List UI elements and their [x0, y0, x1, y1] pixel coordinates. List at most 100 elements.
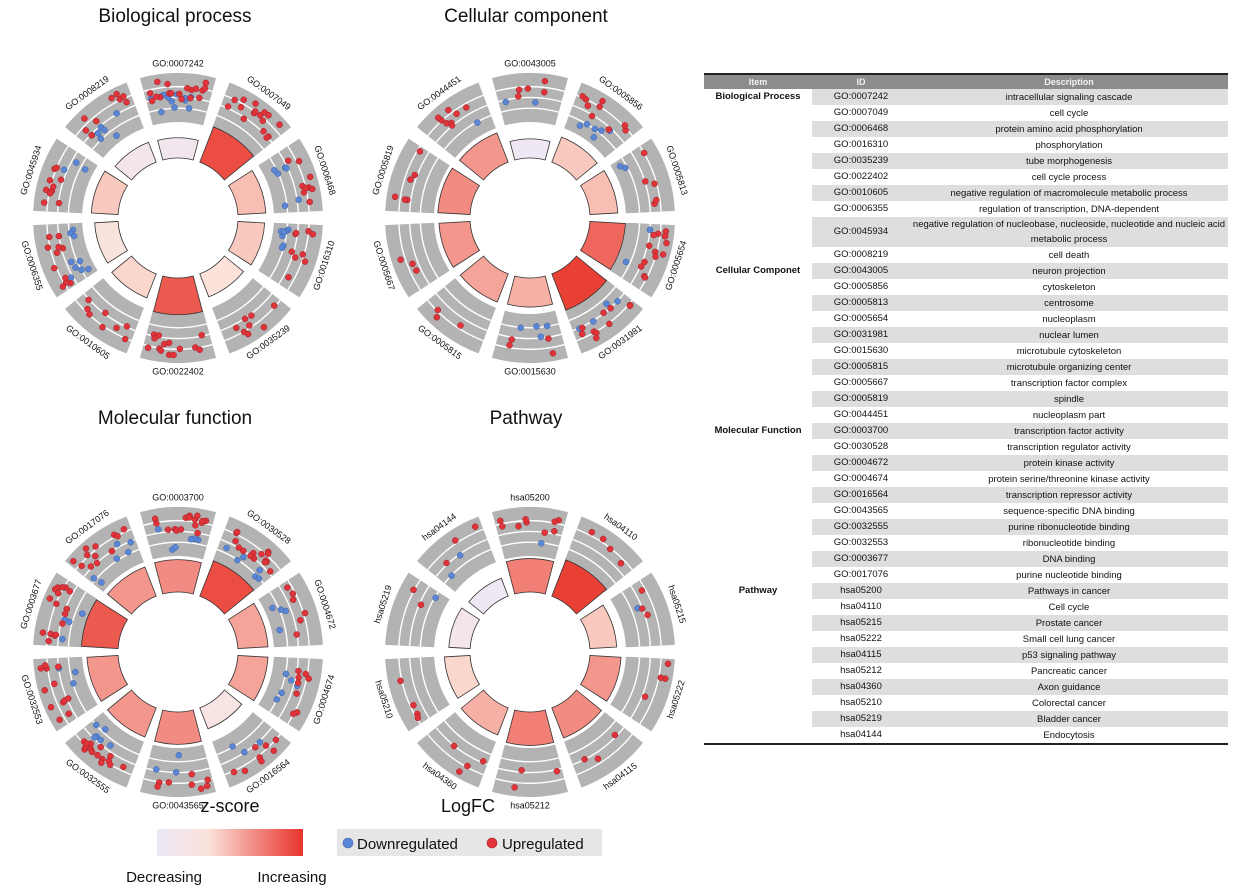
downregulated-gene-dot	[598, 127, 605, 134]
table-row: GO:0007049 cell cycle	[704, 105, 1228, 121]
downregulated-gene-dot	[78, 266, 85, 274]
table-row: GO:0003677 DNA binding	[704, 551, 1228, 567]
upregulated-gene-dot	[456, 768, 463, 775]
table-cell-description: cell cycle	[910, 105, 1228, 121]
upregulated-gene-dot	[108, 547, 116, 555]
circular-plot-pathway: Pathwayhsa05200hsa04110hsa05215hsa05222h…	[372, 408, 688, 810]
upregulated-gene-dot	[518, 767, 525, 774]
track-gridline	[287, 658, 310, 725]
upregulated-gene-dot	[301, 609, 309, 617]
upregulated-gene-dot	[664, 660, 672, 668]
upregulated-gene-dot	[114, 532, 121, 540]
zscore-bar	[509, 138, 551, 161]
upregulated-gene-dot	[551, 528, 558, 535]
upregulated-gene-dot	[266, 568, 274, 575]
downregulated-gene-dot	[276, 626, 283, 634]
table-cell-id: GO:0006468	[812, 121, 910, 137]
plot-title: Molecular function	[98, 408, 252, 429]
upregulated-gene-dot	[83, 551, 91, 559]
upregulated-gene-dot	[203, 782, 211, 790]
downregulated-gene-dot	[72, 668, 79, 676]
track-gridline	[216, 114, 265, 150]
zscore-bar	[227, 221, 266, 266]
track-gridline	[576, 528, 633, 571]
table-cell-description: nuclear lumen	[910, 327, 1228, 343]
upregulated-gene-dot	[289, 590, 297, 597]
downregulated-gene-dot	[256, 738, 264, 746]
track-gridline	[67, 591, 87, 647]
upregulated-gene-dot	[292, 254, 299, 261]
upregulated-gene-dot	[411, 171, 419, 179]
upregulated-gene-dot	[231, 96, 238, 104]
upregulated-gene-dot	[661, 232, 669, 240]
track-gridline	[149, 107, 207, 113]
upregulated-gene-dot	[93, 559, 101, 567]
downregulated-gene-dot	[538, 540, 545, 547]
table-cell-id: GO:0005813	[812, 295, 910, 311]
zscore-bar	[106, 566, 157, 615]
track-gridline	[398, 579, 421, 646]
upregulated-gene-dot	[120, 93, 127, 100]
table-cell-description: protein serine/threonine kinase activity	[910, 471, 1228, 487]
downregulated-gene-dot	[168, 98, 175, 105]
table-row: Biological Process GO:0007242 intracellula…	[704, 89, 1228, 105]
table-cell-item	[704, 201, 812, 217]
downregulated-gene-dot	[256, 566, 263, 574]
upregulated-gene-dot	[453, 110, 460, 118]
upregulated-gene-dot	[233, 324, 240, 332]
upregulated-gene-dot	[407, 176, 414, 183]
table-cell-description: Endocytosis	[910, 727, 1228, 745]
track-gridline	[220, 727, 273, 766]
downregulated-gene-dot	[72, 264, 79, 271]
upregulated-gene-dot	[232, 537, 239, 545]
upregulated-gene-dot	[46, 233, 53, 241]
term-label: GO:0015630	[504, 366, 556, 376]
table-cell-description: protein kinase activity	[910, 455, 1228, 471]
upregulated-gene-dot	[290, 710, 297, 718]
table-row: GO:0010605 negative regulation of macromo…	[704, 185, 1228, 201]
table-row: GO:0006468 protein amino acid phosphoryla…	[704, 121, 1228, 137]
table-cell-description: Prostate cancer	[910, 615, 1228, 631]
term-label: GO:0003700	[152, 492, 204, 502]
downregulated-gene-dot	[280, 228, 288, 236]
zscore-bar	[459, 255, 509, 303]
table-row: GO:0005856 cytoskeleton	[704, 279, 1228, 295]
upregulated-gene-dot	[57, 176, 65, 184]
table-row: hsa04144 Endocytosis	[704, 727, 1228, 745]
table-cell-id: hsa05200	[812, 583, 910, 599]
table-cell-item	[704, 455, 812, 471]
track-gridline	[419, 157, 439, 213]
upregulated-gene-dot	[288, 248, 296, 255]
upregulated-gene-dot	[164, 80, 171, 88]
upregulated-gene-dot	[144, 344, 152, 352]
downregulated-gene-dot	[102, 726, 109, 733]
upregulated-gene-dot	[285, 274, 292, 281]
downregulated-gene-dot	[448, 572, 455, 579]
upregulated-gene-dot	[497, 517, 504, 525]
table-cell-description: cytoskeleton	[910, 279, 1228, 295]
upregulated-gene-dot	[258, 757, 265, 765]
table-cell-description: microtubule organizing center	[910, 359, 1228, 375]
upregulated-gene-dot	[194, 512, 201, 520]
track-gridline	[443, 720, 492, 756]
zscore-bar	[114, 141, 157, 181]
upregulated-gene-dot	[244, 330, 252, 338]
term-label: GO:0007242	[152, 58, 204, 68]
table-cell-id: GO:0015630	[812, 343, 910, 359]
downregulated-gene-dot	[91, 734, 98, 741]
upregulated-gene-dot	[276, 121, 283, 128]
track-gridline	[408, 151, 430, 213]
upregulated-gene-dot	[204, 776, 211, 784]
upregulated-gene-dot	[515, 86, 523, 94]
track-gridline	[621, 157, 641, 213]
table-cell-id: GO:0017076	[812, 567, 910, 583]
table-cell-item	[704, 679, 812, 695]
upregulated-gene-dot	[499, 523, 506, 530]
downregulated-gene-dot	[153, 766, 160, 773]
downregulated-gene-dot	[271, 166, 278, 174]
downregulated-gene-dot	[583, 120, 591, 128]
downregulated-gene-dot	[175, 751, 183, 759]
table-cell-item	[704, 153, 812, 169]
upregulated-gene-dot	[154, 783, 161, 790]
table-cell-id: GO:0030528	[812, 439, 910, 455]
